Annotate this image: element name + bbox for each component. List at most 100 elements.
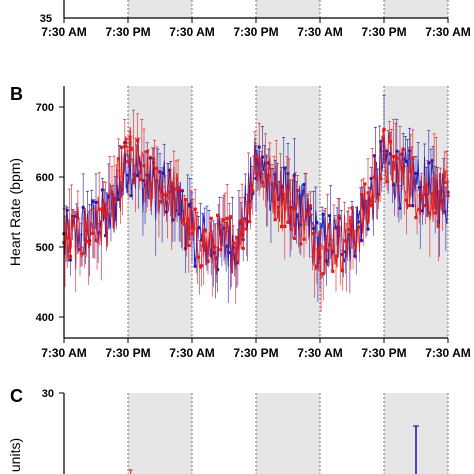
data-point bbox=[94, 238, 98, 243]
data-point bbox=[312, 232, 316, 236]
data-point bbox=[305, 212, 309, 216]
data-point bbox=[331, 269, 335, 273]
data-point bbox=[81, 205, 85, 210]
data-point bbox=[382, 127, 386, 132]
panel-b-y-axis-label: Heart Rate (bpm) bbox=[7, 158, 23, 266]
x-tick-label: 7:30 AM bbox=[425, 346, 471, 360]
data-point bbox=[427, 211, 431, 215]
data-point bbox=[315, 220, 319, 225]
data-point bbox=[184, 198, 188, 202]
data-point bbox=[203, 229, 207, 233]
data-point bbox=[308, 204, 312, 208]
data-point bbox=[148, 182, 152, 186]
data-point bbox=[398, 206, 402, 210]
data-point bbox=[88, 242, 92, 246]
data-point bbox=[286, 220, 290, 224]
data-point bbox=[372, 175, 376, 179]
x-tick-label: 7:30 PM bbox=[361, 346, 406, 360]
data-point bbox=[350, 206, 354, 210]
series-red bbox=[62, 109, 450, 312]
data-point bbox=[168, 190, 172, 194]
data-point bbox=[292, 236, 296, 240]
data-point bbox=[392, 154, 396, 159]
x-tick-label: 7:30 AM bbox=[41, 25, 87, 39]
data-point bbox=[193, 207, 197, 211]
data-point bbox=[347, 227, 351, 231]
data-point bbox=[216, 213, 220, 217]
x-tick-label: 7:30 PM bbox=[105, 346, 150, 360]
data-point bbox=[302, 237, 306, 241]
panel-b-series bbox=[62, 94, 450, 312]
data-point bbox=[295, 214, 300, 218]
x-tick-label: 7:30 AM bbox=[297, 346, 343, 360]
data-point bbox=[126, 160, 130, 164]
data-point bbox=[100, 207, 104, 211]
data-point bbox=[116, 157, 120, 161]
data-point bbox=[430, 192, 434, 196]
night-shade-region bbox=[128, 393, 192, 474]
data-point bbox=[116, 197, 121, 202]
y-tick-label: 600 bbox=[36, 172, 54, 184]
panel-a: 35 7:30 AM 7:30 PM 7:30 AM 7:30 PM 7:30 AM 7:… bbox=[40, 0, 471, 39]
data-point bbox=[302, 182, 306, 187]
data-point bbox=[289, 227, 293, 232]
data-point bbox=[424, 204, 428, 208]
data-point bbox=[97, 207, 101, 211]
data-point bbox=[132, 180, 136, 184]
panel-c-letter: C bbox=[10, 386, 23, 406]
data-point bbox=[398, 152, 402, 156]
data-point bbox=[136, 139, 140, 143]
x-tick-label: 7:30 PM bbox=[233, 346, 278, 360]
data-point bbox=[206, 259, 210, 263]
data-point bbox=[68, 258, 73, 262]
data-point bbox=[135, 173, 140, 178]
data-point bbox=[110, 190, 114, 194]
data-point bbox=[273, 218, 277, 222]
data-point bbox=[244, 227, 248, 231]
data-point bbox=[276, 205, 280, 209]
data-point bbox=[190, 232, 194, 236]
x-tick-label: 7:30 AM bbox=[169, 346, 215, 360]
panel-b-y-ticks: 400 500 600 700 bbox=[36, 102, 64, 324]
data-point bbox=[238, 219, 242, 223]
panel-b-x-ticks: 7:30 AM 7:30 PM 7:30 AM 7:30 PM 7:30 AM 7:30 … bbox=[41, 338, 471, 360]
data-point bbox=[321, 272, 325, 276]
data-point bbox=[327, 213, 332, 218]
data-point bbox=[379, 177, 383, 181]
data-point bbox=[414, 216, 418, 220]
data-point bbox=[328, 243, 332, 247]
data-point bbox=[200, 264, 204, 268]
data-point bbox=[180, 218, 184, 223]
x-tick-label: 7:30 PM bbox=[361, 25, 406, 39]
data-point bbox=[436, 224, 440, 228]
data-point bbox=[318, 230, 322, 235]
night-shade-region bbox=[128, 0, 192, 18]
x-tick-label: 7:30 PM bbox=[105, 25, 150, 39]
data-point bbox=[228, 215, 232, 220]
data-point bbox=[228, 250, 233, 255]
data-point bbox=[155, 166, 159, 171]
night-shade-region bbox=[256, 0, 320, 18]
data-point bbox=[161, 171, 165, 175]
data-point bbox=[107, 213, 111, 217]
data-point bbox=[296, 188, 300, 193]
data-point bbox=[395, 156, 399, 160]
data-point bbox=[344, 239, 348, 243]
data-point bbox=[196, 255, 200, 259]
data-point bbox=[315, 264, 319, 268]
data-point bbox=[385, 180, 389, 184]
data-point bbox=[366, 227, 370, 231]
data-point bbox=[430, 158, 434, 163]
data-point bbox=[440, 202, 444, 206]
data-point bbox=[321, 212, 325, 217]
x-tick-label: 7:30 AM bbox=[297, 25, 343, 39]
data-point bbox=[337, 214, 341, 218]
panel-a-ytick-label: 35 bbox=[40, 13, 52, 25]
panel-b-letter: B bbox=[10, 84, 23, 104]
data-point bbox=[235, 236, 239, 240]
y-tick-label: 400 bbox=[36, 312, 54, 324]
data-point bbox=[158, 200, 162, 204]
data-point bbox=[408, 203, 412, 208]
